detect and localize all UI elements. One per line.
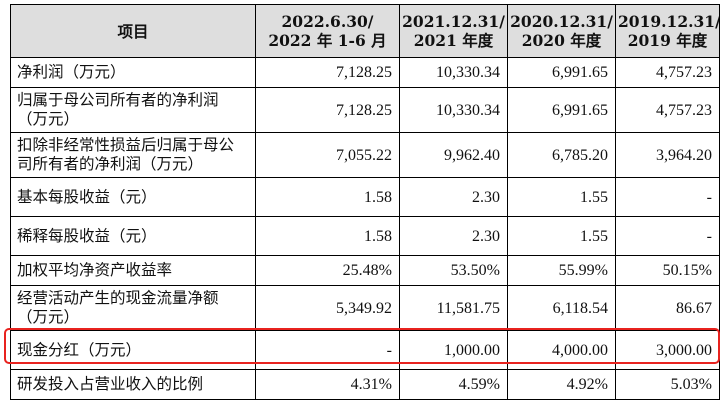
row-value: 4.59% (399, 369, 508, 400)
header-period-1-line2: 2022 年 1-6 月 (268, 31, 387, 50)
row-label: 加权平均净资产收益率 (10, 255, 256, 286)
row-value: 2.30 (399, 216, 508, 256)
financial-table: 项目 2022.6.30/ 2022 年 1-6 月 2021.12.31/ 2… (10, 4, 720, 400)
table-row: 稀释每股收益（元） 1.58 2.30 1.55 - (10, 216, 720, 256)
row-value: 7,055.22 (255, 132, 400, 178)
row-value: 5.03% (615, 369, 720, 400)
row-label: 现金分红（万元） (10, 330, 256, 370)
row-value: - (615, 216, 720, 256)
row-value: 4,000.00 (507, 330, 616, 370)
row-value: 4,757.23 (615, 57, 720, 88)
table-row: 归属于母公司所有者的净利润（万元） 7,128.25 10,330.34 6,9… (10, 87, 720, 133)
row-label: 研发投入占营业收入的比例 (10, 369, 256, 400)
row-value: 50.15% (615, 255, 720, 286)
row-label: 归属于母公司所有者的净利润（万元） (10, 87, 256, 133)
header-period-2: 2021.12.31/ 2021 年度 (399, 4, 508, 58)
header-period-4-line1: 2019.12.31/ (618, 12, 720, 31)
row-value: 10,330.34 (399, 87, 508, 133)
row-value: 4,757.23 (615, 87, 720, 133)
header-period-2-line1: 2021.12.31/ (402, 12, 505, 31)
row-value: 6,991.65 (507, 87, 616, 133)
row-value: 3,964.20 (615, 132, 720, 178)
table-row: 基本每股收益（元） 1.58 2.30 1.55 - (10, 177, 720, 217)
header-period-4: 2019.12.31/ 2019 年度 (615, 4, 720, 58)
row-value: 10,330.34 (399, 57, 508, 88)
table-row: 扣除非经常性损益后归属于母公司所有者的净利润（万元） 7,055.22 9,96… (10, 132, 720, 178)
row-value: 11,581.75 (399, 285, 508, 331)
row-value: 2.30 (399, 177, 508, 217)
row-label: 经营活动产生的现金流量净额（万元） (10, 285, 256, 331)
row-value: 4.31% (255, 369, 400, 400)
row-value: 7,128.25 (255, 87, 400, 133)
row-value: 1,000.00 (399, 330, 508, 370)
row-value: 4.92% (507, 369, 616, 400)
table-row: 净利润（万元） 7,128.25 10,330.34 6,991.65 4,75… (10, 57, 720, 88)
header-item: 项目 (10, 4, 256, 58)
row-value: 1.55 (507, 177, 616, 217)
row-value: 53.50% (399, 255, 508, 286)
row-value: 1.55 (507, 216, 616, 256)
row-value: 6,118.54 (507, 285, 616, 331)
row-value: 5,349.92 (255, 285, 400, 331)
row-value: 86.67 (615, 285, 720, 331)
row-value: 3,000.00 (615, 330, 720, 370)
header-row: 项目 2022.6.30/ 2022 年 1-6 月 2021.12.31/ 2… (10, 4, 720, 58)
row-value: - (615, 177, 720, 217)
table-row: 研发投入占营业收入的比例 4.31% 4.59% 4.92% 5.03% (10, 369, 720, 400)
row-value: 1.58 (255, 216, 400, 256)
header-period-4-line2: 2019 年度 (627, 31, 708, 50)
table-row: 加权平均净资产收益率 25.48% 53.50% 55.99% 50.15% (10, 255, 720, 286)
row-label: 稀释每股收益（元） (10, 216, 256, 256)
row-value: 25.48% (255, 255, 400, 286)
row-label: 基本每股收益（元） (10, 177, 256, 217)
header-period-3-line1: 2020.12.31/ (510, 12, 613, 31)
table-row-highlighted: 现金分红（万元） - 1,000.00 4,000.00 3,000.00 (10, 330, 720, 370)
row-label: 扣除非经常性损益后归属于母公司所有者的净利润（万元） (10, 132, 256, 178)
header-period-1: 2022.6.30/ 2022 年 1-6 月 (255, 4, 400, 58)
row-value: 9,962.40 (399, 132, 508, 178)
row-value: 55.99% (507, 255, 616, 286)
header-period-3: 2020.12.31/ 2020 年度 (507, 4, 616, 58)
header-period-3-line2: 2020 年度 (521, 31, 602, 50)
header-period-1-line1: 2022.6.30/ (281, 12, 374, 31)
row-label: 净利润（万元） (10, 57, 256, 88)
row-value: 6,785.20 (507, 132, 616, 178)
header-period-2-line2: 2021 年度 (413, 31, 494, 50)
row-value: 1.58 (255, 177, 400, 217)
row-value: 6,991.65 (507, 57, 616, 88)
table-row: 经营活动产生的现金流量净额（万元） 5,349.92 11,581.75 6,1… (10, 285, 720, 331)
row-value: 7,128.25 (255, 57, 400, 88)
row-value: - (255, 330, 400, 370)
